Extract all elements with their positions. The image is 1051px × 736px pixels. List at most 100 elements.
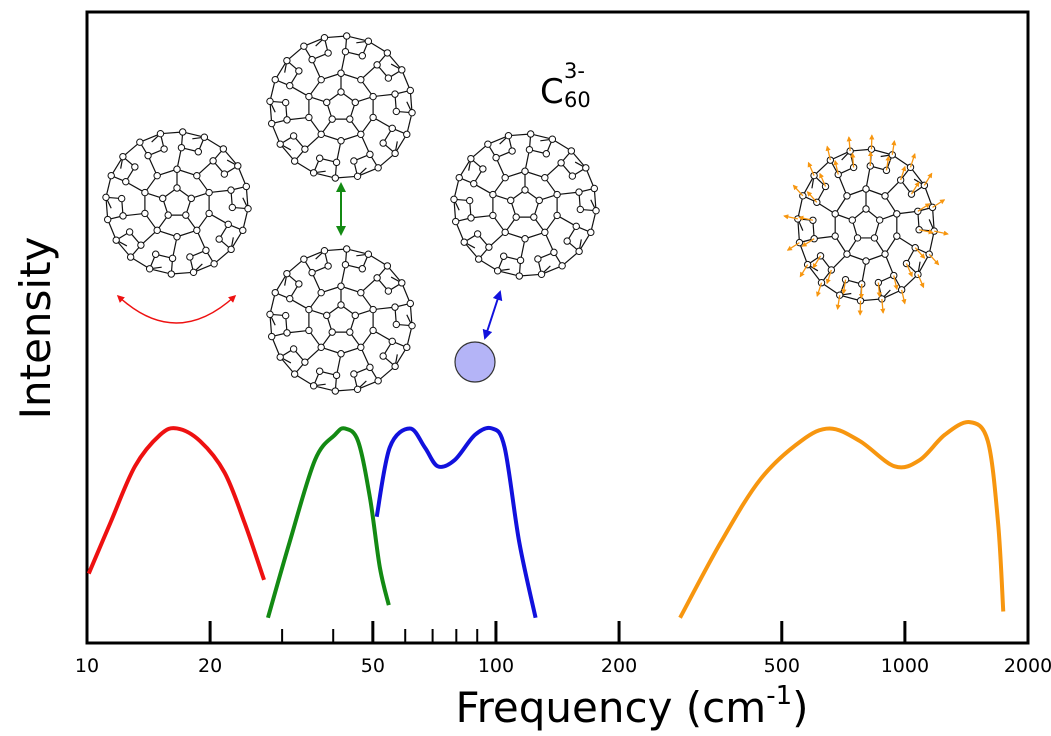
cage-bond [294,160,314,174]
cage-bond [884,179,902,197]
cage-bond [274,60,288,80]
cage-atom [136,138,144,146]
vibration-arrow [880,298,886,314]
cage-atom [182,211,190,219]
cage-bond [508,133,531,137]
vibration-arrow [825,269,832,285]
cage-atom [553,211,561,220]
cage-atom [159,194,167,203]
cage-atom [576,205,585,214]
vibration-arrow [893,275,899,291]
cage-atom [369,113,377,122]
cage-atom [521,186,529,194]
x-tick-label: 10 [75,655,99,677]
cage-atom [541,228,549,237]
cage-atom [369,305,377,314]
cage-bond [585,167,595,189]
cage-atom [587,228,595,237]
cage-atom [373,61,381,69]
cage-bond [193,263,215,273]
vibration-arrow [786,242,800,251]
cage-atom [862,257,870,265]
cage-atom [843,250,851,258]
cage-atom [227,245,235,254]
cage-atom [384,74,393,82]
cage-atom [308,268,316,277]
cage-atom [266,97,274,106]
cage-atom [575,188,583,196]
x-tick-label: 2000 [1004,655,1051,677]
cage-atom [266,310,274,319]
cage-atom [391,362,399,371]
cage-atom [537,270,546,279]
cage-bond [409,303,413,326]
cage-bond [797,195,804,220]
line [678,420,1006,619]
cage-bond [245,186,249,209]
cation [454,341,496,383]
cage-atom [358,52,367,60]
vibration-arrow [783,214,798,220]
cage-bond [139,133,161,143]
cage-atom [474,255,483,263]
cage-atom [504,131,513,140]
cage-atom [515,272,524,280]
vibration-arrow [850,152,856,168]
cage-bond [497,270,520,277]
cage-atom [499,252,508,260]
cage-bond [487,135,509,145]
cage-atom [337,282,345,290]
cage-atom [186,253,194,261]
vibration-arrow [812,255,822,269]
cage-atom [366,150,374,159]
cage-atom [341,260,350,269]
cage-atom [460,238,468,246]
cage-atom [209,157,217,165]
cage-atom [300,42,308,50]
cage-atom [384,287,393,295]
cage-atom [392,107,401,116]
cage-atom [295,67,303,75]
cage-atom [572,222,580,231]
vibration-arrow [910,181,920,195]
cage-atom [881,250,889,258]
cage-bond [519,273,542,277]
cage-atom [153,171,161,180]
cage-atom [324,49,332,57]
cage-bond [561,250,580,267]
cage-atom [220,170,229,178]
cage-atom [315,367,324,375]
cage-atom [112,236,120,244]
cage-bond [406,325,413,348]
line [266,426,391,619]
cage-atom [317,130,325,139]
vibration-arrow [918,229,934,235]
cage-atom [286,294,294,303]
vibration-arrow [885,155,891,171]
cage-atom [893,210,901,218]
cage-atom [558,262,566,270]
rotation-arrow [116,294,237,324]
cage-atom [893,232,901,240]
cage-bond [269,292,276,315]
cage-atom [489,211,497,220]
cage-atom [508,147,516,155]
cage-bond [294,373,314,387]
fullerene [450,130,600,280]
vibration-arrow [934,230,949,236]
cage-atom [295,280,303,288]
fullerene [266,245,416,395]
cage-atom [353,385,362,394]
cage-bond [149,268,172,275]
annotation-subscript: 60 [564,88,591,112]
cage-atom [557,159,565,167]
cage-atom [271,75,279,84]
vibration-arrow [901,289,907,305]
cage-bond [357,167,379,177]
cage-bond [530,133,553,140]
cage-atom [843,192,851,200]
cage-atom [227,186,235,194]
x-tick-label: 200 [601,655,637,677]
cage-bond [313,172,336,179]
cage-atom [374,164,382,172]
